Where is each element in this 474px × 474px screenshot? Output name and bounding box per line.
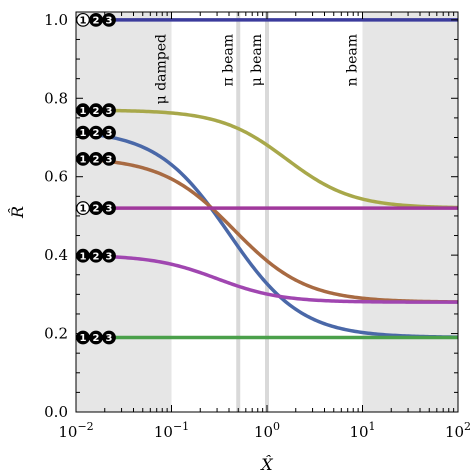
badge-digit: 2	[93, 204, 100, 215]
badge-digit: 2	[93, 154, 100, 165]
badge-circle	[102, 103, 116, 118]
y-tick-label: 0.6	[44, 168, 68, 186]
badge-circle	[102, 125, 116, 140]
badge-circle	[102, 12, 116, 27]
x-tick-label: 10−2	[58, 420, 93, 441]
badge-digit: 3	[106, 333, 113, 344]
x-tick-label: 10−1	[154, 420, 189, 441]
badge-digit: 2	[93, 251, 100, 262]
x-tick-label: 100	[254, 420, 280, 441]
x-tick-label: 102	[445, 420, 471, 441]
annotation-label: π beam	[220, 34, 236, 87]
annotations: μ damped π beam μ beam n beam	[154, 34, 361, 104]
badge-digit: 1	[80, 128, 87, 139]
y-tick-label: 0.8	[44, 89, 68, 107]
badge-digit: 2	[93, 128, 100, 139]
badge-circle	[102, 151, 116, 166]
y-axis-label: R̂	[8, 206, 27, 219]
badge-digit: 3	[106, 106, 113, 117]
series-badges: 1 2 31 2 31 2 31 2 31 2 31 2 31 2 3	[76, 12, 116, 345]
badge-circle	[102, 330, 116, 345]
series-line-2	[75, 108, 459, 210]
x-axis-label: X̂	[259, 455, 273, 474]
series-line-6	[75, 253, 458, 304]
badge-digit: 1	[80, 106, 87, 117]
badge-digit: 2	[93, 106, 100, 117]
badge-digit: 1	[80, 333, 87, 344]
annotation-label: μ beam	[249, 34, 265, 86]
vertical-marker-lines	[236, 12, 269, 412]
y-tick-label: 0.2	[44, 325, 68, 343]
badge-digit: 3	[106, 154, 113, 165]
x-tick-label: 101	[349, 420, 375, 441]
badge-digit: 3	[106, 251, 113, 262]
badge-digit: 3	[106, 128, 113, 139]
badge-circle	[102, 201, 116, 215]
annotation-label: n beam	[345, 34, 361, 86]
y-tick-label: 1.0	[44, 11, 68, 29]
badge-digit: 1	[80, 15, 87, 26]
badge-digit: 2	[93, 333, 100, 344]
axis-ticks: 10−2 10−1 100 101 102 0.0 0.2 0.4 0.6 0.8 1.0	[44, 11, 471, 441]
y-tick-label: 0.4	[44, 246, 68, 264]
shaded-regions	[76, 12, 458, 412]
y-tick-label: 0.0	[44, 403, 68, 421]
badge-digit: 2	[93, 15, 100, 26]
badge-digit: 1	[80, 251, 87, 262]
series-lines	[75, 18, 459, 340]
badge-digit: 1	[80, 154, 87, 165]
badge-digit: 1	[80, 204, 87, 215]
shaded-region	[362, 12, 458, 412]
badge-circle	[102, 248, 116, 263]
series-line-3	[75, 130, 459, 339]
annotation-label: μ damped	[154, 34, 170, 104]
badge-digit: 3	[106, 15, 113, 26]
badge-digit: 3	[106, 204, 113, 215]
